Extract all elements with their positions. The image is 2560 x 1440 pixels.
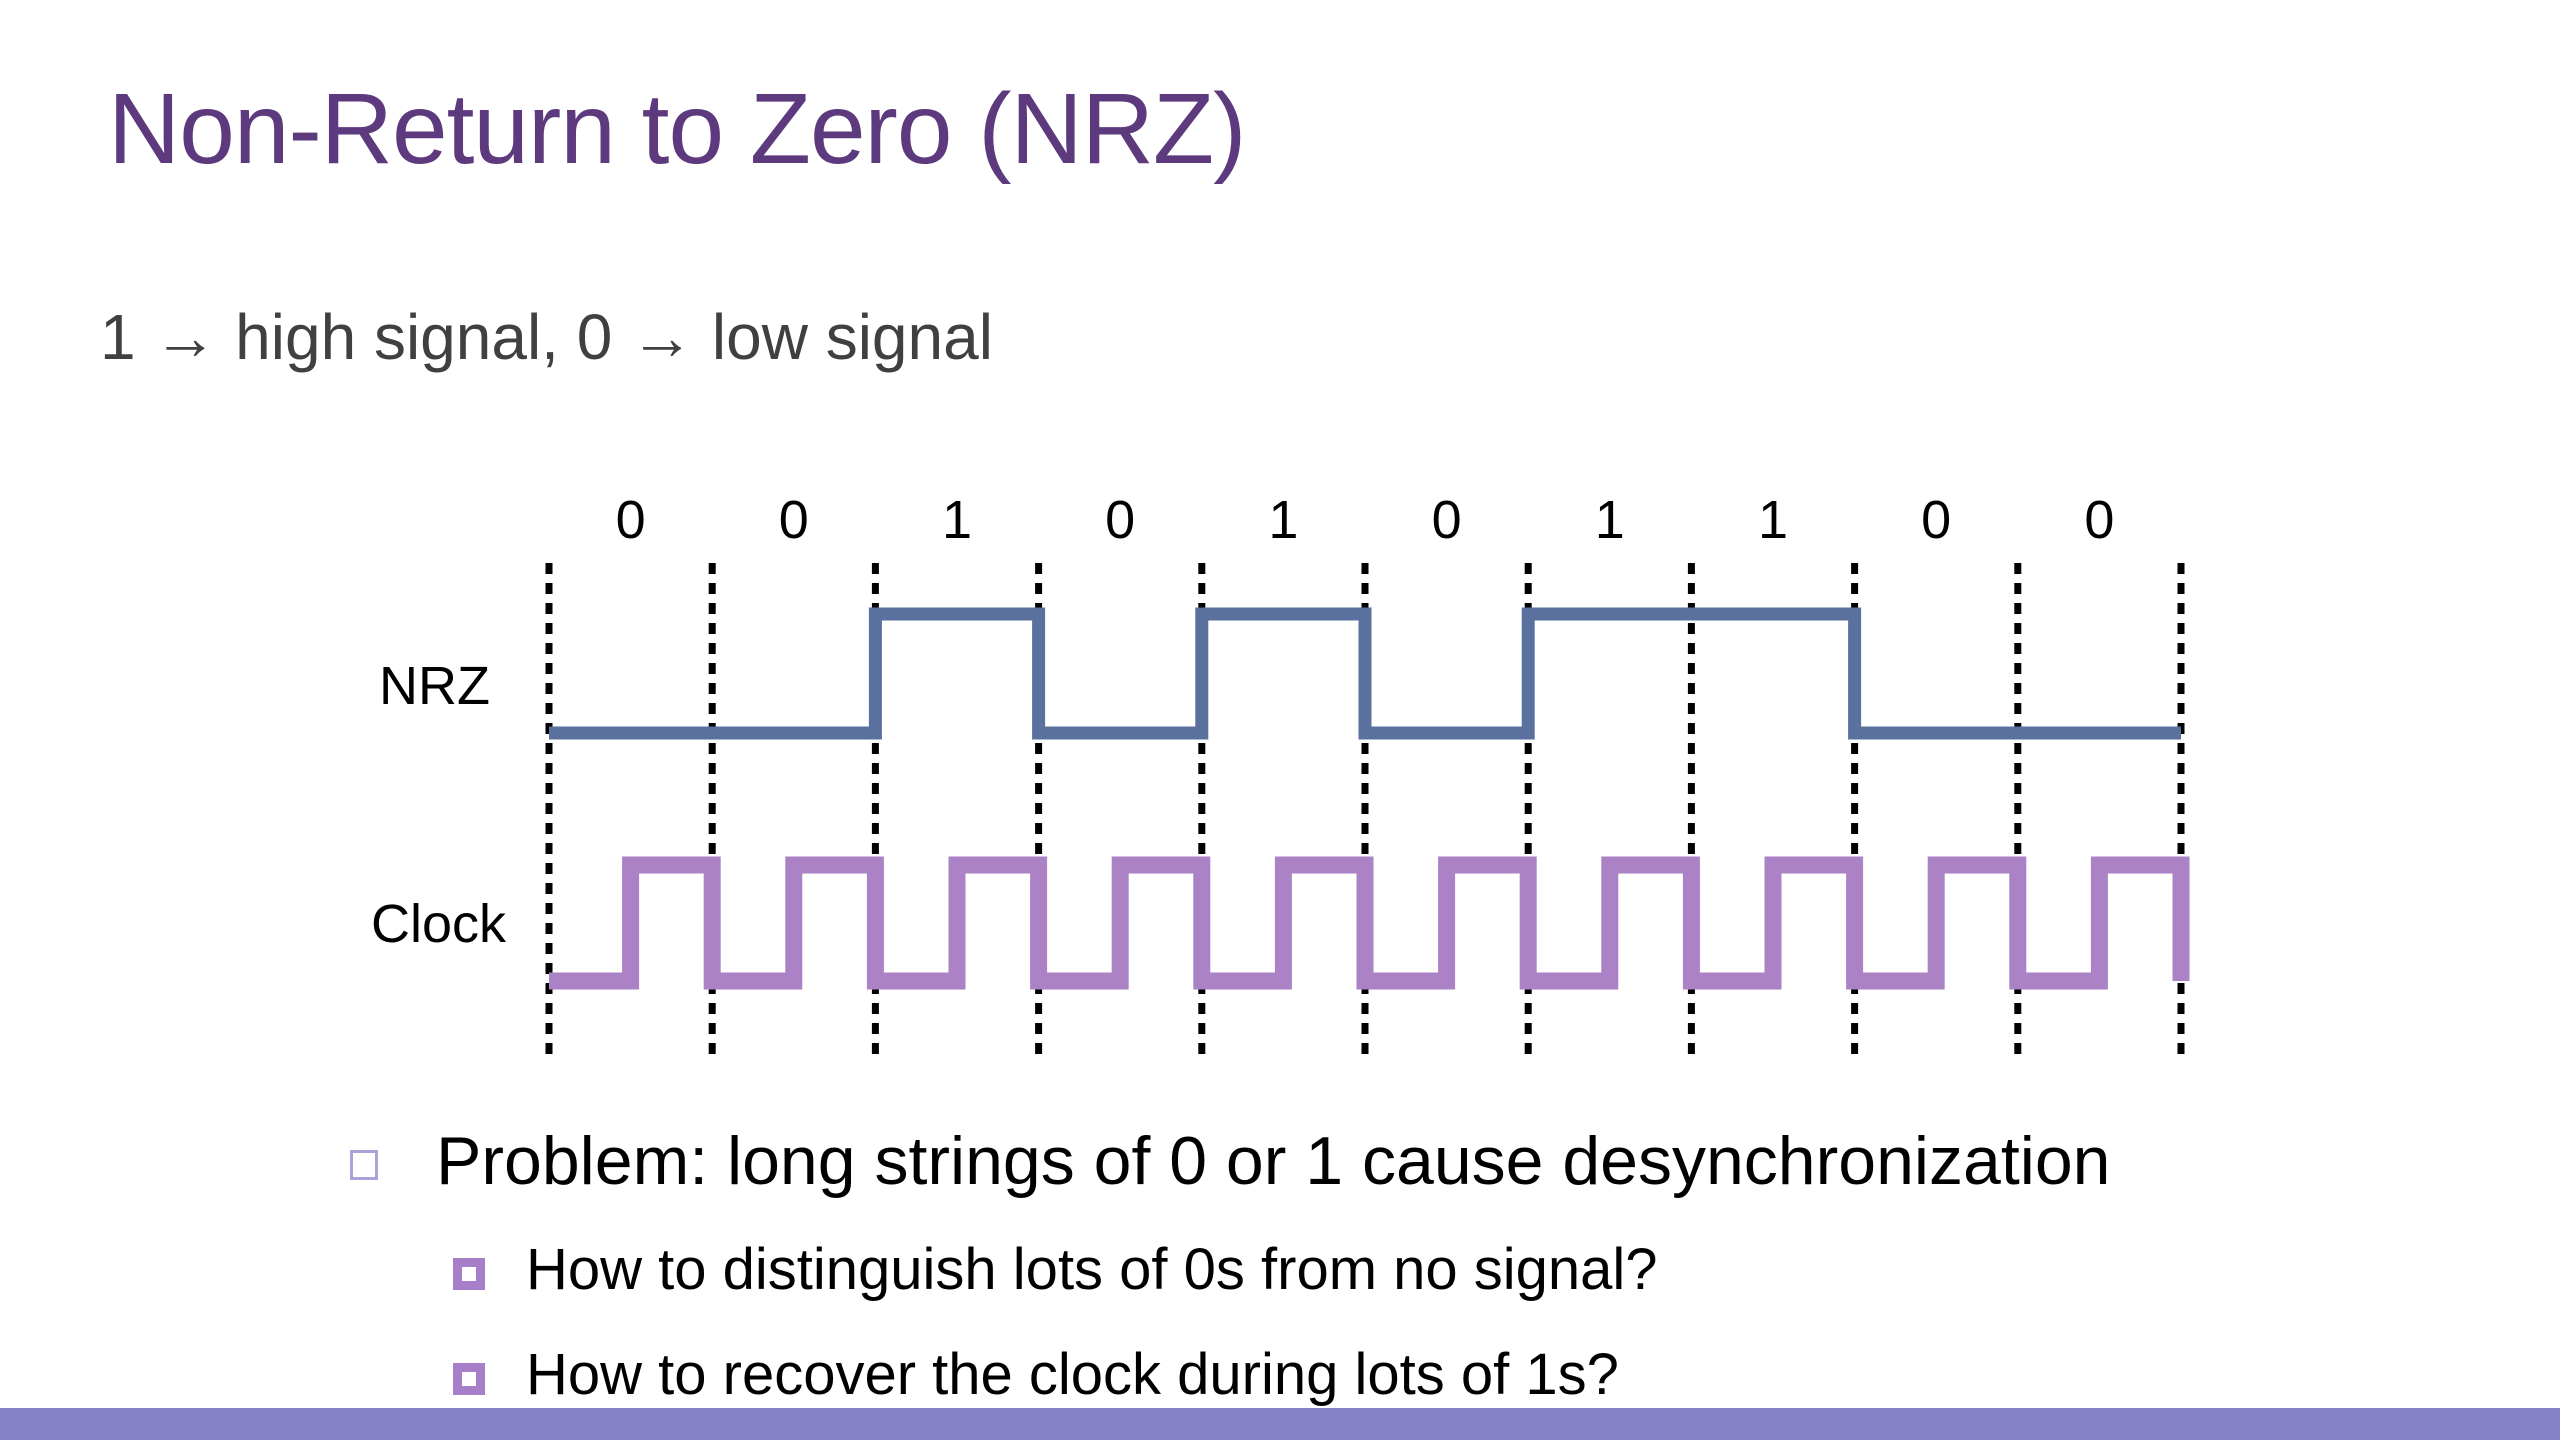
- footer-bar: [0, 1408, 2560, 1440]
- sub-bullet-square-icon: [453, 1363, 485, 1395]
- nrz-label: NRZ: [379, 656, 490, 716]
- bit-label: 1: [1268, 490, 1298, 550]
- bit-label: 0: [1921, 490, 1951, 550]
- bit-label: 1: [1595, 490, 1625, 550]
- clock-label: Clock: [370, 894, 506, 954]
- bit-label: 0: [1105, 490, 1135, 550]
- sub-bullet-square-icon: [453, 1258, 485, 1290]
- bullet-square-icon: [350, 1150, 378, 1180]
- bit-label: 1: [942, 490, 972, 550]
- nrz-waveform: [549, 607, 2181, 740]
- bullet-problem: Problem: long strings of 0 or 1 cause de…: [436, 1123, 2111, 1199]
- sub-bullet-zeros: How to distinguish lots of 0s from no si…: [526, 1237, 1658, 1302]
- bit-label: 0: [779, 490, 809, 550]
- bit-label: 1: [1758, 490, 1788, 550]
- slide-title: Non-Return to Zero (NRZ): [108, 73, 1246, 185]
- bit-label: 0: [2084, 490, 2114, 550]
- bit-label: 0: [616, 490, 646, 550]
- clock-waveform: [549, 856, 2190, 990]
- slide-subtitle: 1 → high signal, 0 → low signal: [100, 301, 993, 373]
- sub-bullet-ones: How to recover the clock during lots of …: [526, 1342, 1619, 1407]
- bit-label: 0: [1432, 490, 1462, 550]
